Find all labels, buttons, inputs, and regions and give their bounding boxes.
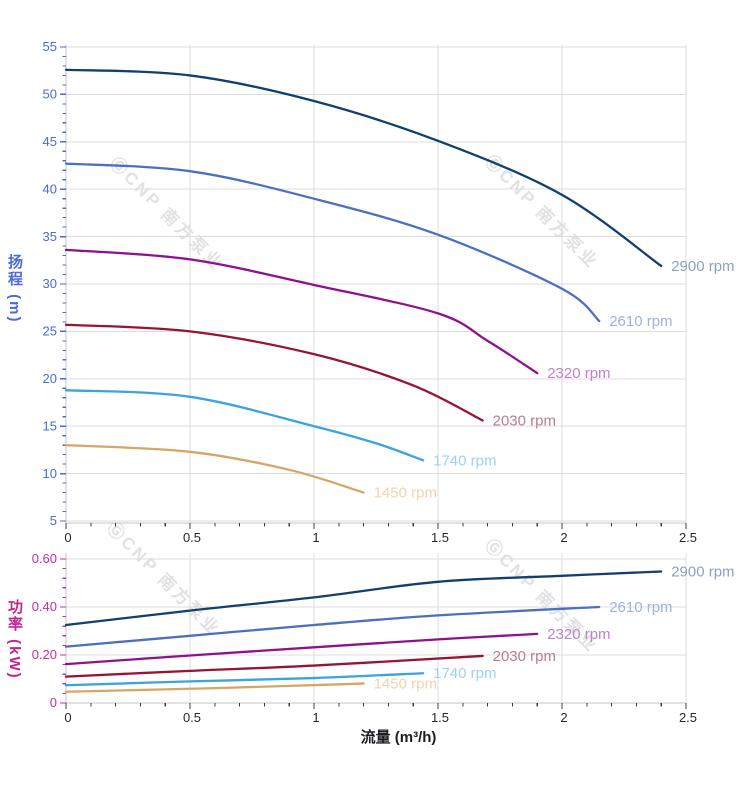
curve-head-1450rpm [64,444,365,494]
power-x-tick-label: 2.5 [679,710,697,725]
rpm-label-power-1450: 1450 rpm [374,676,437,693]
curve-head-2320rpm [64,248,539,375]
head-y-axis-title: 扬程 (m) [6,254,23,324]
head-y-tick-label: 10 [43,466,57,481]
rpm-label-power-2900: 2900 rpm [671,563,734,580]
rpm-label-head-2030: 2030 rpm [493,413,556,430]
head-x-tick-label: 1 [312,530,319,545]
head-y-tick-label: 40 [43,181,57,196]
power-y-tick-label: 0.20 [32,647,57,662]
rpm-label-head-2900: 2900 rpm [671,258,734,275]
head-y-tick-label: 25 [43,324,57,339]
head-x-tick-label: 0.5 [183,530,201,545]
head-y-tick-label: 35 [43,229,57,244]
flow-x-axis-title: 流量 (m³/h) [360,729,437,746]
power-y-tick-label: 0.40 [32,599,57,614]
curve-head-2900rpm [64,68,663,268]
curve-power-2030rpm [64,654,484,678]
curve-power-2320rpm [64,632,539,666]
curve-power-2900rpm [64,570,663,627]
head-x-tick-label: 2 [560,530,567,545]
head-y-tick-label: 45 [43,134,57,149]
rpm-label-head-1450: 1450 rpm [374,485,437,502]
head-x-tick-label: 2.5 [679,530,697,545]
rpm-label-power-1740: 1740 rpm [433,665,496,682]
rpm-label-power-2610: 2610 rpm [609,599,672,616]
head-y-tick-label: 20 [43,371,57,386]
curve-head-1740rpm [64,389,425,462]
rpm-label-head-2610: 2610 rpm [609,313,672,330]
head-y-tick-label: 55 [43,39,57,54]
head-y-tick-label: 50 [43,87,57,102]
power-x-tick-label: 2 [560,710,567,725]
curve-power-2610rpm [64,605,601,648]
power-y-axis-title: 功率 (kW) [6,599,23,680]
power-y-tick-label: 0 [50,695,57,710]
power-y-tick-label: 0.60 [32,551,57,566]
power-x-tick-label: 1 [312,710,319,725]
head-y-tick-label: 15 [43,418,57,433]
head-x-tick-label: 0 [64,530,71,545]
curve-head-2030rpm [64,323,484,422]
rpm-label-head-2320: 2320 rpm [547,365,610,382]
power-x-tick-label: 0.5 [183,710,201,725]
power-x-tick-label: 1.5 [431,710,449,725]
curve-power-1740rpm [64,672,425,687]
rpm-label-head-1740: 1740 rpm [433,452,496,469]
head-y-tick-label: 30 [43,276,57,291]
rpm-label-power-2320: 2320 rpm [547,626,610,643]
head-y-tick-label: 5 [50,513,57,528]
head-x-tick-label: 1.5 [431,530,449,545]
rpm-label-power-2030: 2030 rpm [493,648,556,665]
curve-head-2610rpm [64,162,601,323]
power-x-tick-label: 0 [64,710,71,725]
curve-power-1450rpm [64,682,365,693]
